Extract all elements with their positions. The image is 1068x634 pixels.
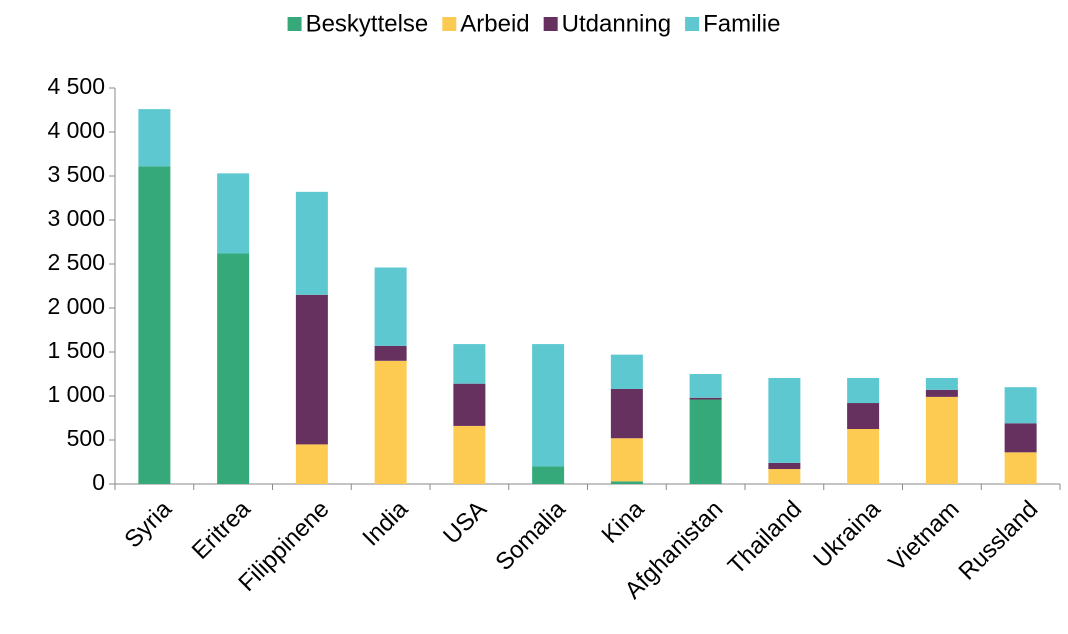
bar-segment (217, 173, 250, 254)
legend-label: Arbeid (460, 10, 529, 37)
bar-segment (1004, 387, 1037, 424)
legend-swatch (685, 17, 700, 31)
bar-segment (768, 469, 801, 484)
y-tick-label: 1 500 (47, 337, 105, 363)
bar-segment (374, 345, 407, 361)
legend-swatch (442, 17, 457, 31)
legend-swatch (287, 17, 302, 31)
x-tick-label: Eritrea (187, 495, 257, 565)
x-tick-label: Ukraina (808, 495, 886, 573)
y-tick-label: 2 500 (47, 249, 105, 275)
bar-segment (689, 374, 722, 398)
y-tick-label: 3 000 (47, 205, 105, 231)
x-tick-label: Russland (954, 496, 1044, 586)
y-tick-label: 4 500 (47, 73, 105, 99)
bar-segment (768, 462, 801, 470)
bar-segment (295, 444, 328, 484)
bar-segment (1004, 452, 1037, 484)
bar-segment (453, 383, 486, 426)
x-tick-label: Thailand (723, 496, 807, 580)
legend-label: Beskyttelse (306, 10, 429, 37)
y-tick-label: 2 000 (47, 293, 105, 319)
y-tick-label: 3 500 (47, 161, 105, 187)
legend-label: Utdanning (562, 10, 671, 37)
bar-segment (925, 389, 958, 397)
bar-segment (532, 344, 565, 467)
bar-segment (295, 191, 328, 295)
bar-segment (610, 438, 643, 482)
bar-segment (847, 403, 880, 429)
bar-segment (374, 267, 407, 346)
x-tick-label: India (357, 495, 413, 551)
y-tick-label: 0 (92, 469, 105, 495)
x-tick-label: Kina (597, 495, 651, 549)
y-tick-label: 4 000 (47, 117, 105, 143)
bar-segment (217, 253, 250, 484)
bar-segment (610, 481, 643, 484)
legend: Beskyttelse Arbeid Utdanning Familie (287, 10, 780, 37)
bar-segment (453, 344, 486, 384)
y-tick-label: 500 (67, 425, 105, 451)
bar-segment (689, 399, 722, 484)
x-tick-label: Syria (119, 495, 177, 553)
x-tick-label: Vietnam (884, 496, 965, 577)
legend-label: Familie (703, 10, 780, 37)
bar-segment (138, 109, 171, 167)
bar-segment (689, 397, 722, 400)
bar-segment (847, 377, 880, 404)
bar-segment (295, 294, 328, 445)
bar-segment (847, 429, 880, 484)
y-tick-label: 1 000 (47, 381, 105, 407)
bar-segment (1004, 423, 1037, 453)
bar-segment (925, 377, 958, 390)
legend-swatch (543, 17, 558, 31)
bar-segment (768, 377, 801, 463)
x-tick-label: Somalia (490, 495, 571, 576)
x-tick-label: USA (438, 496, 492, 550)
bar-segment (610, 354, 643, 389)
bar-segment (610, 388, 643, 439)
bar-segment (925, 396, 958, 484)
bar-segment (532, 466, 565, 484)
bar-segment (138, 166, 171, 484)
bar-segment (453, 425, 486, 484)
bar-segment (374, 360, 407, 484)
